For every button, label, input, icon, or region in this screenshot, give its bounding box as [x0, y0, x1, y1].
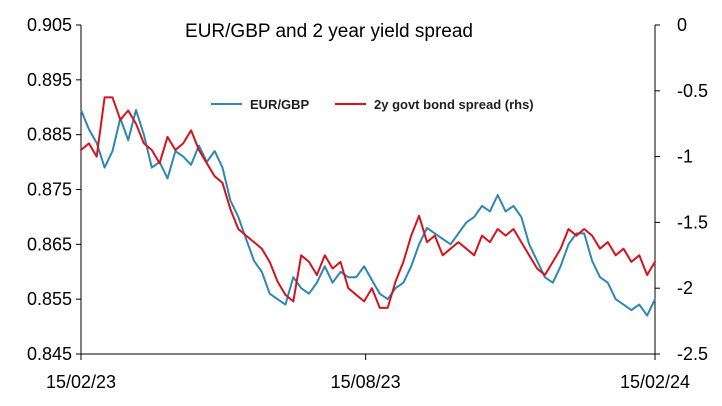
series-line-spread [80, 96, 656, 309]
right-tick-label: -2.5 [677, 344, 708, 364]
chart-title: EUR/GBP and 2 year yield spread [185, 21, 473, 42]
right-tick-label: -2 [677, 278, 693, 298]
left-tick-label: 0.875 [27, 180, 72, 200]
right-tick-label: -1.5 [677, 212, 708, 232]
legend-label-eurgbp: EUR/GBP [250, 97, 310, 112]
legend-label-spread: 2y govt bond spread (rhs) [374, 97, 534, 112]
series-line-eurgbp [80, 109, 656, 317]
left-tick-label: 0.845 [27, 344, 72, 364]
plot-area: 0.905 0.895 0.885 0.875 0.865 0.855 0.845 0 -0.5… [27, 15, 708, 392]
left-tick-label: 0.895 [27, 70, 72, 90]
left-tick-label: 0.865 [27, 234, 72, 254]
chart-legend: EUR/GBP 2y govt bond spread (rhs) [211, 97, 534, 112]
x-tick-label: 15/02/24 [620, 372, 690, 392]
x-tick-label: 15/02/23 [46, 372, 116, 392]
left-tick-label: 0.855 [27, 289, 72, 309]
left-tick-label: 0.885 [27, 125, 72, 145]
left-tick-label: 0.905 [27, 15, 72, 35]
x-tick-label: 15/08/23 [331, 372, 401, 392]
right-tick-label: 0 [677, 15, 687, 35]
right-tick-label: -0.5 [677, 81, 708, 101]
right-tick-label: -1 [677, 147, 693, 167]
